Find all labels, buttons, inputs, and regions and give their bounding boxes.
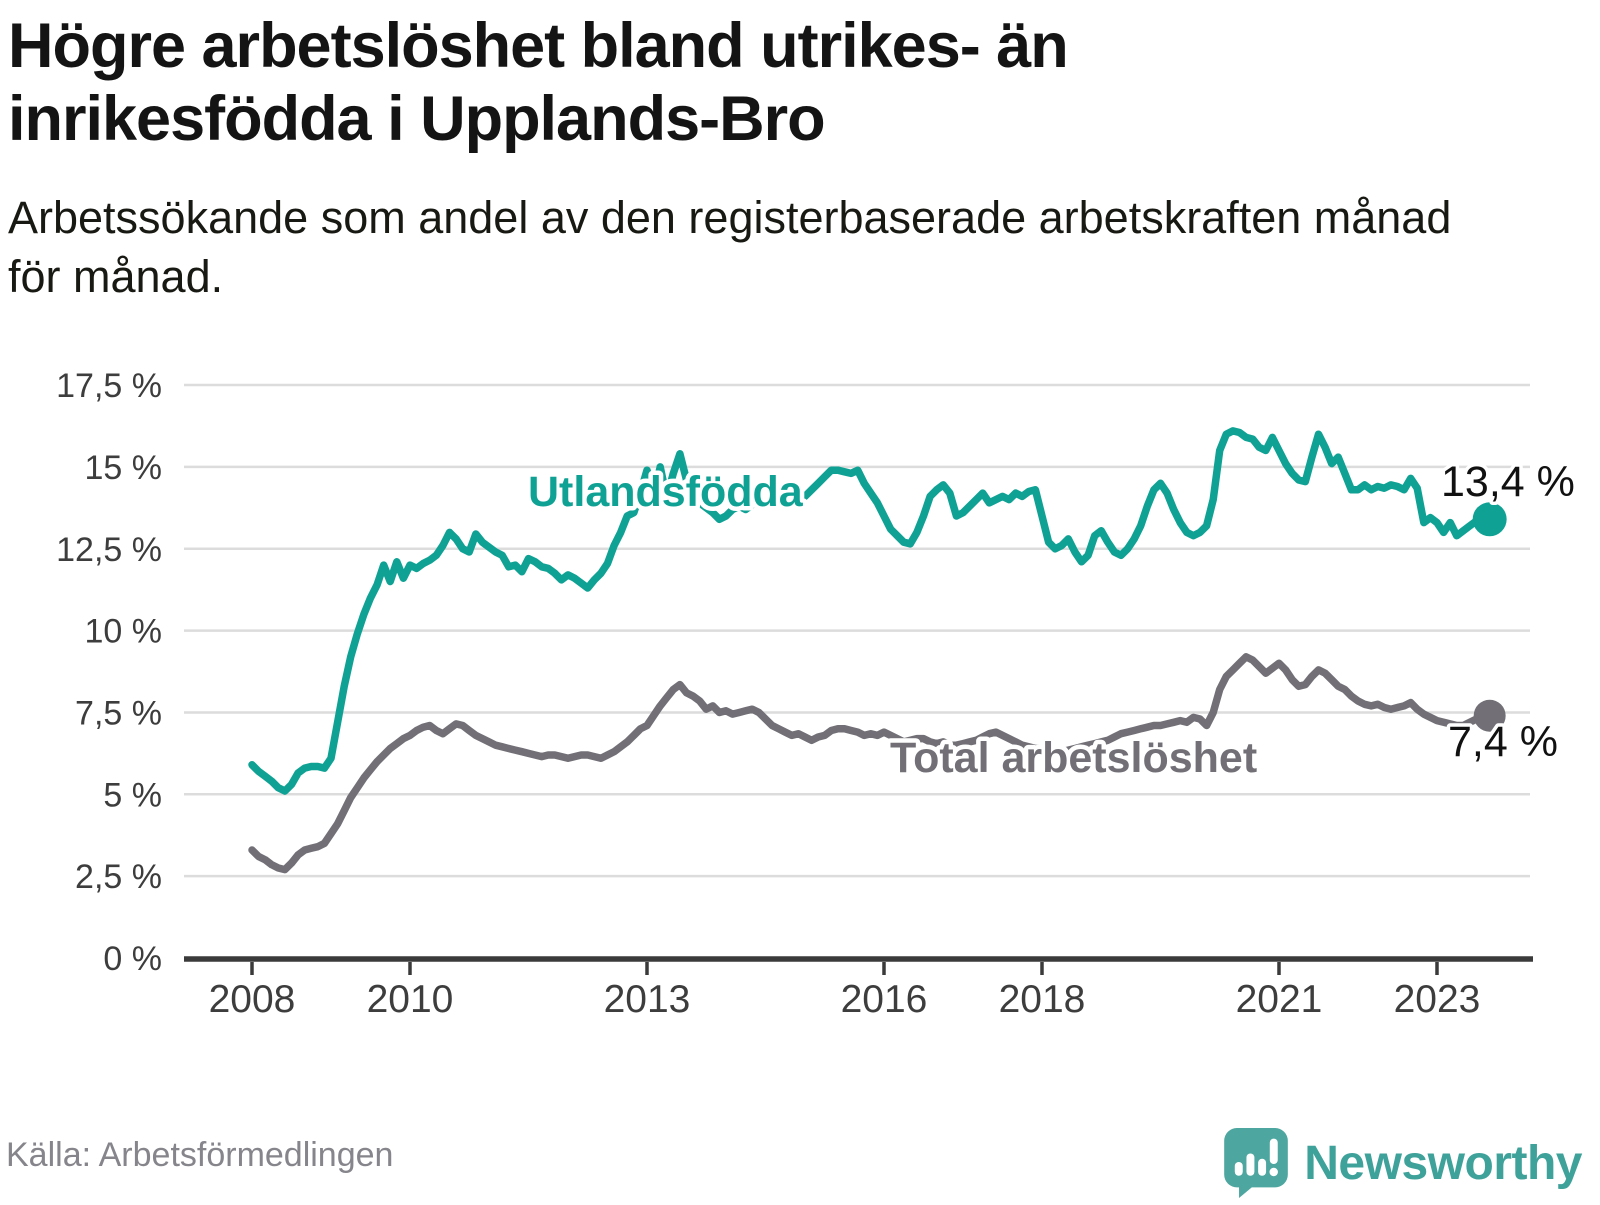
logo-bar-3 xyxy=(1258,1158,1267,1176)
y-axis-tick-label: 12,5 % xyxy=(56,531,162,569)
series-end-dot-total xyxy=(1473,699,1506,732)
series-line-utlandsfodda xyxy=(248,427,1494,795)
logo-exclamation-dot xyxy=(1269,1167,1279,1177)
y-axis-tick-label: 17,5 % xyxy=(56,367,162,405)
x-axis-tick-label: 2016 xyxy=(841,978,928,1021)
newsworthy-brand: Newsworthy xyxy=(1224,1128,1582,1198)
page-subtitle-line2: för månad. xyxy=(8,251,224,303)
logo-exclamation-bar xyxy=(1270,1138,1279,1165)
x-axis-tick-label: 2021 xyxy=(1236,978,1323,1021)
y-axis-tick-label: 2,5 % xyxy=(75,858,162,896)
x-axis-tick-label: 2018 xyxy=(999,978,1086,1021)
logo-bubble xyxy=(1224,1128,1289,1198)
series-label-utlandsfodda: Utlandsfödda xyxy=(528,468,804,516)
page-title-line2: inrikesfödda i Upplands-Bro xyxy=(8,84,826,155)
newsworthy-logo-icon xyxy=(1224,1128,1289,1198)
logo-bar-1 xyxy=(1235,1161,1244,1176)
y-axis-tick-label: 10 % xyxy=(85,613,163,651)
series-line-total xyxy=(248,653,1494,874)
series-end-value-utlandsfodda: 13,4 % xyxy=(1441,458,1575,506)
series-end-value-total: 7,4 % xyxy=(1448,718,1558,766)
x-axis-tick-label: 2010 xyxy=(367,978,454,1021)
page-title: Högre arbetslöshet bland utrikes- än inr… xyxy=(8,10,1069,156)
x-axis-tick-label: 2008 xyxy=(209,978,296,1021)
page-subtitle-line1: Arbetssökande som andel av den registerb… xyxy=(8,192,1452,243)
logo-bar-2 xyxy=(1246,1153,1255,1176)
page-title-line1: Högre arbetslöshet bland utrikes- än xyxy=(8,11,1069,81)
x-axis-tick-label: 2023 xyxy=(1394,978,1481,1021)
y-axis-tick-label: 15 % xyxy=(85,449,163,487)
y-axis-tick-label: 5 % xyxy=(103,776,162,814)
page-subtitle: Arbetssökande som andel av den registerb… xyxy=(8,188,1451,307)
y-axis-tick-label: 0 % xyxy=(103,940,162,978)
series-end-dot-utlandsfodda xyxy=(1472,502,1507,537)
y-axis-tick-label: 7,5 % xyxy=(75,694,162,732)
series-label-total: Total arbetslöshet xyxy=(890,734,1257,782)
x-axis-tick-label: 2013 xyxy=(604,978,691,1021)
newsworthy-wordmark: Newsworthy xyxy=(1304,1136,1582,1190)
source-note: Källa: Arbetsförmedlingen xyxy=(6,1136,394,1174)
